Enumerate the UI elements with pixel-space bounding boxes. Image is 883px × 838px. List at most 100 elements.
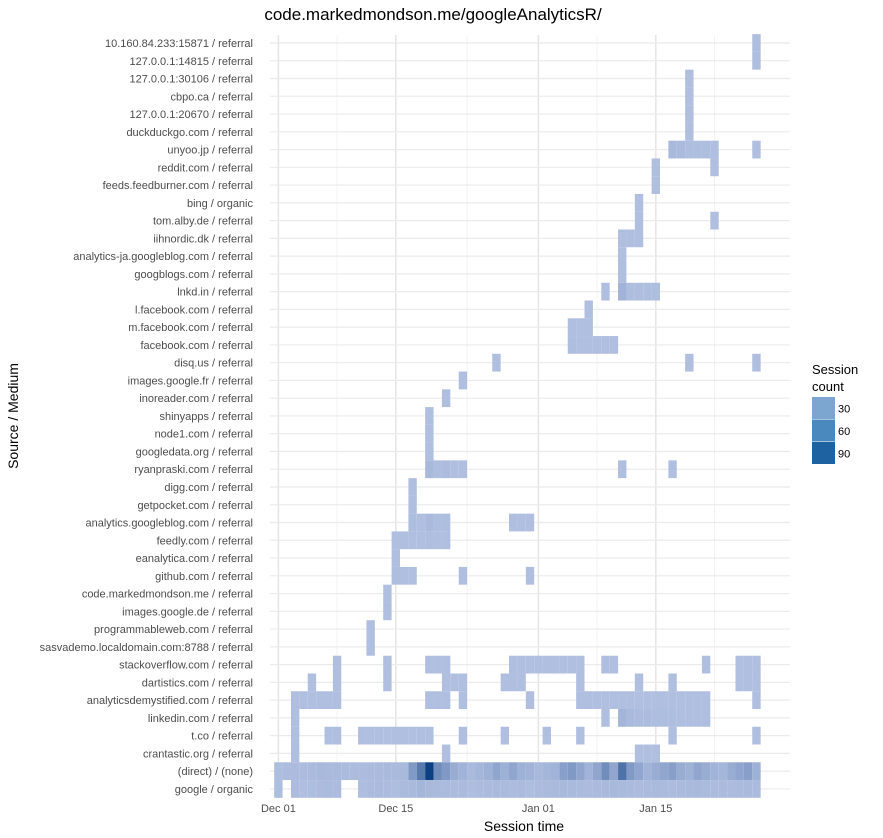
heatmap-cell bbox=[366, 637, 375, 656]
heatmap-cell bbox=[567, 655, 577, 674]
heatmap-cell bbox=[743, 655, 753, 674]
heatmap-cell bbox=[349, 762, 359, 781]
heatmap-cell bbox=[609, 336, 619, 354]
heatmap-cell bbox=[584, 691, 593, 709]
heatmap-cell bbox=[299, 780, 308, 798]
heatmap-cell bbox=[701, 762, 711, 781]
heatmap-cell bbox=[584, 300, 593, 319]
heatmap-cell bbox=[425, 442, 434, 461]
heatmap-cell bbox=[441, 780, 451, 798]
heatmap-cell bbox=[710, 211, 719, 230]
y-tick-label: feeds.feedburner.com / referral bbox=[103, 180, 253, 192]
y-tick-label: lnkd.in / referral bbox=[177, 287, 253, 299]
heatmap-cell bbox=[634, 282, 644, 301]
y-tick-label: linkedin.com / referral bbox=[148, 713, 253, 725]
heatmap-cell bbox=[324, 762, 333, 781]
y-tick-label: reddit.com / referral bbox=[158, 162, 253, 174]
heatmap-cell bbox=[441, 531, 451, 550]
y-tick-label: shinyapps / referral bbox=[159, 411, 253, 423]
heatmap-cell bbox=[383, 780, 392, 798]
heatmap-cell bbox=[710, 158, 719, 177]
heatmap-cell bbox=[676, 709, 686, 727]
heatmap-cell bbox=[408, 513, 417, 532]
heatmap-cell bbox=[475, 780, 484, 798]
heatmap-cell bbox=[743, 673, 753, 692]
heatmap-cell bbox=[576, 780, 585, 798]
y-tick-label: github.com / referral bbox=[155, 571, 253, 583]
heatmap-cell bbox=[601, 780, 610, 798]
heatmap-cell bbox=[735, 655, 744, 674]
heatmap-cell bbox=[391, 549, 400, 567]
heatmap-cell bbox=[383, 602, 392, 621]
heatmap-cell bbox=[332, 762, 342, 781]
heatmap-cell bbox=[576, 673, 585, 692]
heatmap-cell bbox=[525, 780, 535, 798]
heatmap-cell bbox=[324, 780, 333, 798]
heatmap-cell bbox=[391, 531, 400, 550]
y-tick-label: (direct) / (none) bbox=[178, 766, 253, 778]
heatmap-cell bbox=[576, 726, 585, 745]
heatmap-cell bbox=[383, 673, 392, 692]
heatmap-cell bbox=[752, 51, 761, 70]
y-tick-label: images.google.fr / referral bbox=[128, 375, 253, 387]
heatmap-cell bbox=[374, 762, 384, 781]
heatmap-cell bbox=[441, 460, 451, 479]
heatmap-cell bbox=[567, 318, 577, 337]
heatmap-cell bbox=[433, 691, 442, 709]
heatmap-cell bbox=[542, 780, 551, 798]
y-tick-label: eanalytica.com / referral bbox=[136, 553, 253, 565]
y-tick-label: 10.160.84.233:15871 / referral bbox=[105, 38, 253, 50]
heatmap-cell bbox=[618, 282, 627, 301]
heatmap-cell bbox=[425, 424, 434, 443]
y-tick-label: facebook.com / referral bbox=[141, 340, 254, 352]
heatmap-cell bbox=[592, 780, 602, 798]
heatmap-cell bbox=[660, 780, 669, 798]
legend-title-line2: count bbox=[812, 379, 844, 394]
y-tick-label: images.google.de / referral bbox=[122, 606, 253, 618]
heatmap-cell bbox=[290, 691, 300, 709]
heatmap-cell bbox=[584, 318, 593, 337]
heatmap-cell bbox=[534, 655, 543, 674]
heatmap-cell bbox=[693, 140, 702, 159]
y-tick-label: programmableweb.com / referral bbox=[94, 624, 253, 636]
x-tick-label: Dec 01 bbox=[261, 803, 296, 815]
heatmap-cell bbox=[567, 780, 577, 798]
y-tick-label: inoreader.com / referral bbox=[139, 393, 253, 405]
heatmap-cell bbox=[450, 673, 459, 692]
heatmap-cell bbox=[299, 691, 308, 709]
legend-key bbox=[812, 397, 835, 419]
heatmap-cell bbox=[509, 655, 518, 674]
legend-keys: 30 60 90 bbox=[812, 397, 850, 464]
heatmap-cell bbox=[567, 762, 577, 781]
y-tick-label: node1.com / referral bbox=[155, 429, 253, 441]
heatmap-cell bbox=[601, 655, 610, 674]
heatmap-cell bbox=[651, 744, 660, 763]
heatmap-cell bbox=[752, 655, 761, 674]
heatmap-cell bbox=[643, 762, 652, 781]
heatmap-cell bbox=[576, 691, 585, 709]
y-tick-label: code.markedmondson.me / referral bbox=[82, 589, 253, 601]
heatmap-cell bbox=[425, 726, 434, 745]
heatmap-cell bbox=[626, 282, 635, 301]
heatmap-cell bbox=[634, 673, 644, 692]
heatmap-cell bbox=[584, 762, 593, 781]
x-tick-label: Jan 15 bbox=[639, 803, 672, 815]
heatmap-cell bbox=[701, 655, 711, 674]
heatmap-cell bbox=[274, 780, 283, 798]
heatmap-cell bbox=[542, 655, 551, 674]
heatmap-cell bbox=[425, 655, 434, 674]
heatmap-cell bbox=[752, 140, 761, 159]
heatmap-cell bbox=[458, 762, 468, 781]
y-tick-label: 127.0.0.1:14815 / referral bbox=[129, 56, 253, 68]
heatmap-cell bbox=[550, 655, 560, 674]
heatmap-cell bbox=[609, 691, 619, 709]
heatmap-cell bbox=[643, 282, 652, 301]
heatmap-cell bbox=[735, 673, 744, 692]
heatmap-cell bbox=[425, 762, 434, 781]
heatmap-cell bbox=[366, 620, 375, 638]
heatmap-cell bbox=[332, 780, 342, 798]
heatmap-cell bbox=[718, 780, 728, 798]
heatmap-cell bbox=[509, 780, 518, 798]
heatmap-cell bbox=[441, 655, 451, 674]
